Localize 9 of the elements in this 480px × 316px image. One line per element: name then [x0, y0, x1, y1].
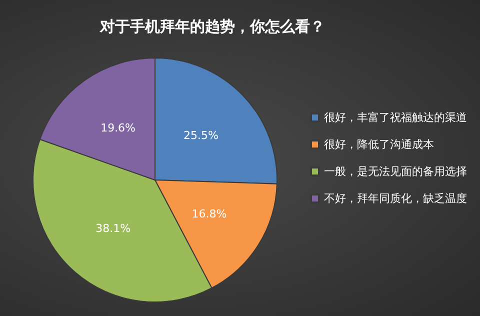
legend-label: 很好，丰富了祝福触达的渠道: [324, 111, 467, 124]
chart-title: 对于手机拜年的趋势，你怎么看？: [99, 18, 325, 36]
data-label: 16.8%: [192, 207, 227, 220]
data-label: 19.6%: [100, 121, 136, 134]
data-label: 38.1%: [96, 222, 131, 235]
legend-label: 一般，是无法见面的备用选择: [324, 165, 467, 178]
legend-label: 不好，拜年同质化，缺乏温度: [324, 192, 467, 205]
legend-label: 很好，降低了沟通成本: [324, 138, 434, 151]
data-label: 25.5%: [183, 128, 218, 142]
